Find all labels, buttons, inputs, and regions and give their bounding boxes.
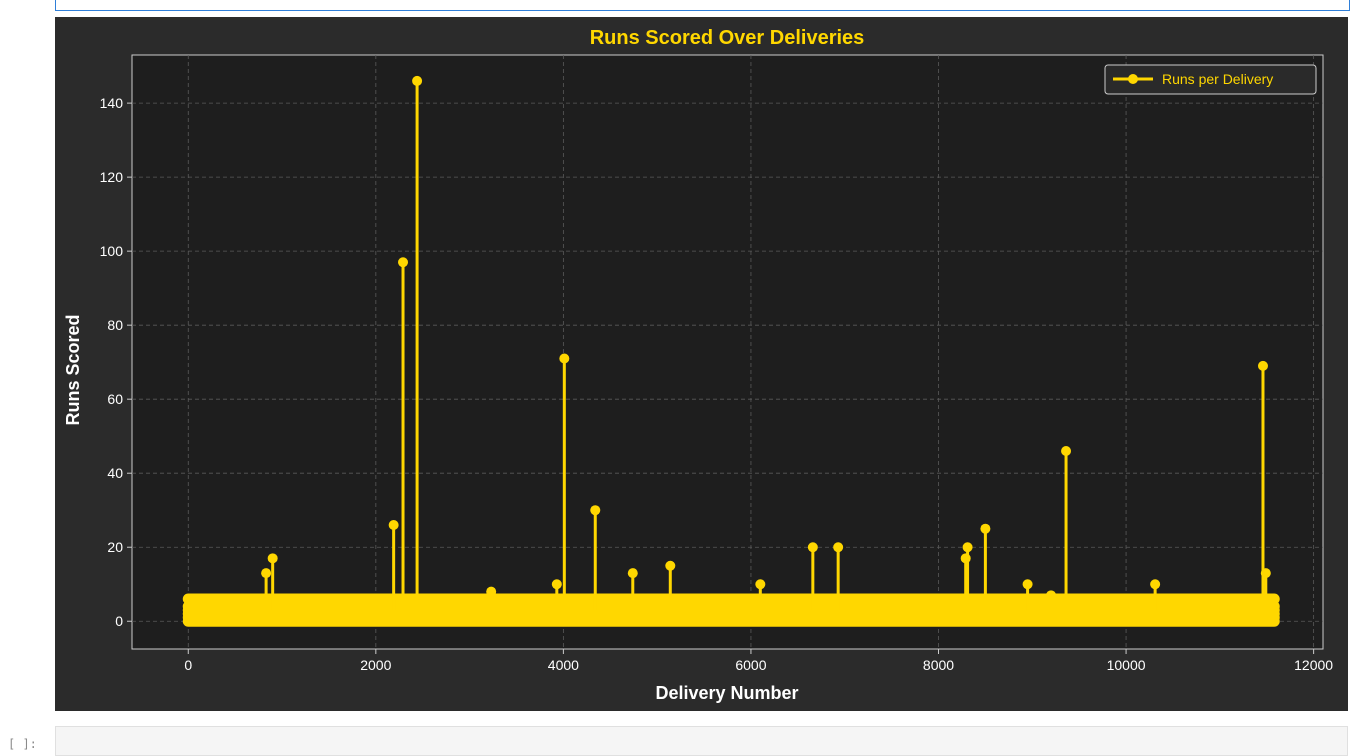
data-point xyxy=(261,568,272,579)
y-tick-label: 140 xyxy=(100,95,124,111)
y-tick-label: 0 xyxy=(115,613,123,629)
data-point xyxy=(665,560,676,571)
x-tick-label: 6000 xyxy=(735,657,766,673)
y-tick-label: 40 xyxy=(107,465,123,481)
data-point xyxy=(590,505,601,516)
data-point xyxy=(980,523,991,534)
y-tick-label: 120 xyxy=(100,169,124,185)
y-axis-label: Runs Scored xyxy=(63,314,83,425)
x-tick-label: 0 xyxy=(184,657,192,673)
data-point xyxy=(388,520,399,531)
data-point xyxy=(1061,446,1072,456)
data-point xyxy=(1150,579,1161,590)
data-point xyxy=(627,568,638,579)
data-point xyxy=(1046,590,1057,601)
legend-label: Runs per Delivery xyxy=(1162,71,1273,87)
data-point xyxy=(267,553,278,564)
chart-title: Runs Scored Over Deliveries xyxy=(590,27,865,49)
y-tick-label: 100 xyxy=(100,243,124,259)
x-tick-label: 12000 xyxy=(1294,657,1333,673)
chart-svg: 0 2000 4000 6000 8000 10000 12000 0 20 40 60 80 100 1… xyxy=(63,27,1334,703)
x-tick-label: 10000 xyxy=(1107,657,1146,673)
data-point xyxy=(807,542,818,553)
code-input-cell[interactable] xyxy=(55,726,1348,756)
data-point xyxy=(1260,568,1271,579)
data-point xyxy=(412,75,423,86)
data-point xyxy=(398,257,409,268)
series-runs-per-delivery xyxy=(182,75,1280,627)
data-point xyxy=(551,579,562,590)
data-point xyxy=(559,353,570,364)
x-axis-label: Delivery Number xyxy=(655,683,798,703)
chart-figure: 0 2000 4000 6000 8000 10000 12000 0 20 40 60 80 100 1… xyxy=(55,17,1348,711)
data-point xyxy=(486,586,497,597)
data-point xyxy=(960,553,971,564)
x-tick-label: 4000 xyxy=(548,657,579,673)
plot-area xyxy=(131,54,1324,650)
data-point xyxy=(1257,360,1268,371)
x-tick-label: 2000 xyxy=(360,657,391,673)
x-tick-label: 8000 xyxy=(923,657,954,673)
cell-prompt: [ ]: xyxy=(8,737,37,751)
y-tick-label: 60 xyxy=(107,391,123,407)
data-point xyxy=(1022,579,1033,590)
legend-marker-sample xyxy=(1128,74,1138,84)
axis-ticks: 0 2000 4000 6000 8000 10000 12000 0 20 40 60 80 100 1… xyxy=(100,95,1334,673)
y-tick-label: 20 xyxy=(107,539,123,555)
data-point xyxy=(833,542,844,553)
legend: Runs per Delivery xyxy=(1104,64,1317,95)
data-point xyxy=(962,542,973,553)
previous-output-cell xyxy=(55,0,1350,11)
y-tick-label: 80 xyxy=(107,317,123,333)
data-point xyxy=(755,579,766,590)
legend-box xyxy=(1104,64,1317,95)
